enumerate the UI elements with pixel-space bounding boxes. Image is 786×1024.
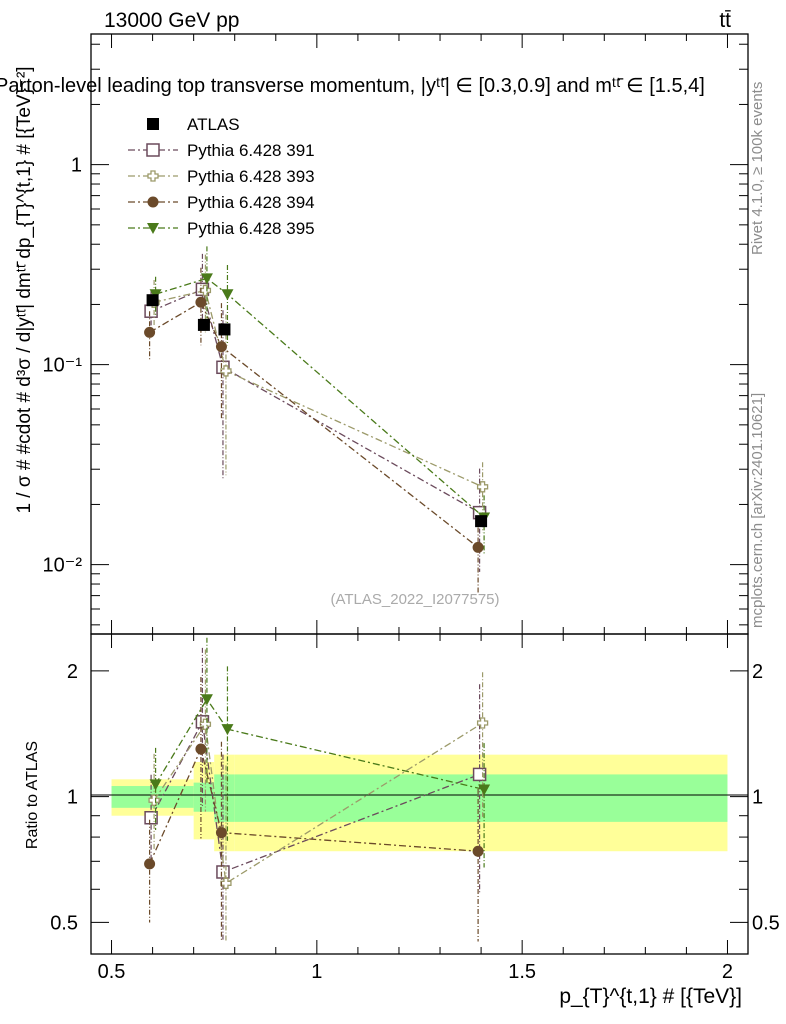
series-line bbox=[153, 289, 483, 488]
data-point bbox=[476, 481, 489, 493]
main-y-tick-label: 1 bbox=[71, 155, 82, 177]
ratio-plot-frame bbox=[90, 633, 749, 955]
legend: ATLAS Pythia 6.428 391 Pythia 6.428 393 Pyt… bbox=[128, 115, 315, 238]
x-tick-label: 0.5 bbox=[98, 961, 126, 983]
data-point bbox=[147, 118, 159, 130]
legend-item: Pythia 6.428 393 bbox=[128, 167, 315, 186]
data-point bbox=[218, 323, 231, 336]
legend-label: Pythia 6.428 391 bbox=[187, 141, 315, 160]
data-point bbox=[146, 294, 159, 307]
data-point bbox=[144, 858, 156, 870]
ratio-y-tick-label: 2 bbox=[67, 661, 78, 683]
axis-ticks bbox=[91, 34, 748, 954]
ratio-line bbox=[155, 698, 485, 791]
x-tick-label: 1.5 bbox=[508, 961, 536, 983]
ratio-y-axis-label: Ratio to ATLAS bbox=[24, 741, 41, 849]
ratio-y-tick-label-right: 0.5 bbox=[752, 912, 780, 934]
legend-label: Pythia 6.428 395 bbox=[187, 219, 315, 238]
main-y-tick-label: 10⁻² bbox=[43, 555, 83, 577]
data-point bbox=[144, 326, 156, 338]
x-tick-label: 1 bbox=[311, 961, 322, 983]
mcplots-label: mcplots.cern.ch [arXiv:2401.10621] bbox=[749, 393, 766, 628]
legend-item: Pythia 6.428 391 bbox=[128, 141, 315, 160]
data-point bbox=[472, 767, 487, 782]
data-point bbox=[197, 318, 210, 331]
ratio-y-tick-label-right: 2 bbox=[752, 661, 763, 683]
band-stat bbox=[214, 774, 235, 822]
ratio-y-tick-label: 0.5 bbox=[50, 912, 78, 934]
data-point bbox=[147, 196, 159, 208]
data-point bbox=[147, 170, 159, 182]
analysis-label: (ATLAS_2022_I2077575) bbox=[330, 591, 499, 608]
data-point bbox=[221, 289, 234, 301]
ratio-uncertainty-bands bbox=[111, 754, 728, 852]
series-atlas bbox=[146, 294, 488, 528]
data-point bbox=[478, 784, 491, 796]
rivet-label: Rivet 4.1.0, ≥ 100k events bbox=[749, 82, 766, 255]
data-point bbox=[221, 724, 234, 736]
data-point bbox=[215, 827, 227, 839]
legend-item: Pythia 6.428 395 bbox=[128, 219, 315, 238]
data-point bbox=[216, 865, 230, 879]
ratio-y-tick-label: 1 bbox=[67, 787, 78, 809]
legend-item: Pythia 6.428 394 bbox=[128, 193, 315, 212]
data-point bbox=[475, 515, 488, 528]
tick-labels: 0.5 1 1.5 2 10⁻² 10⁻¹ 1 0.5 0.5 1 1 2 2 bbox=[43, 155, 780, 983]
legend-label: Pythia 6.428 393 bbox=[187, 167, 315, 186]
data-point bbox=[472, 845, 484, 857]
ratio-y-tick-label-right: 1 bbox=[752, 787, 763, 809]
data-point bbox=[195, 296, 207, 308]
data-point bbox=[200, 273, 213, 285]
band-stat bbox=[234, 774, 728, 822]
data-point bbox=[149, 779, 162, 791]
energy-label: 13000 GeV pp bbox=[104, 9, 239, 32]
data-point bbox=[215, 341, 227, 353]
legend-label: Pythia 6.428 394 bbox=[187, 193, 315, 212]
series-line bbox=[155, 277, 485, 519]
x-axis-label: p_{T}^{t,1} # [{TeV}] bbox=[559, 985, 742, 1008]
data-point bbox=[195, 743, 207, 755]
series-3 bbox=[144, 267, 484, 942]
legend-label: ATLAS bbox=[187, 115, 240, 134]
data-point bbox=[220, 365, 232, 377]
main-y-tick-label: 10⁻¹ bbox=[43, 355, 83, 377]
data-point bbox=[147, 223, 159, 234]
data-point bbox=[476, 717, 489, 729]
data-point bbox=[220, 877, 232, 889]
series-line bbox=[150, 288, 480, 514]
plot-title: Parton-level leading top transverse mome… bbox=[0, 75, 705, 97]
series-line bbox=[149, 301, 479, 548]
ratio-line bbox=[149, 746, 479, 865]
data-point bbox=[472, 541, 484, 553]
band-stat bbox=[193, 782, 215, 812]
series-layer bbox=[144, 246, 491, 942]
legend-item: ATLAS bbox=[147, 115, 240, 134]
ratio-line bbox=[153, 722, 483, 885]
process-label: tt̄ bbox=[719, 9, 731, 32]
main-y-axis-label: 1 / σ # #cdot # d³σ / d|yᵗᵗ̄| dmᵗᵗ̄ dp_{… bbox=[14, 66, 35, 513]
data-point bbox=[200, 694, 213, 706]
data-point bbox=[146, 143, 160, 157]
x-tick-label: 2 bbox=[722, 961, 733, 983]
